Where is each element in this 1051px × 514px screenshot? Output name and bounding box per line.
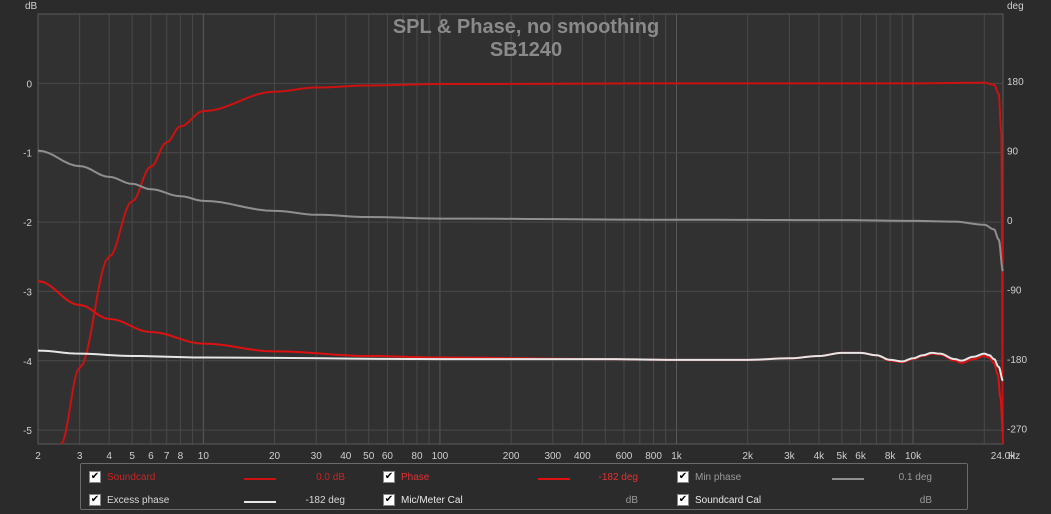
right-axis-tick-label: 0 (1007, 216, 1013, 227)
x-axis-tick-label: 3 (77, 451, 83, 462)
x-axis-unit: Hz (1008, 451, 1020, 462)
left-axis-tick-label: -5 (23, 426, 32, 437)
x-axis-tick-label: 8k (885, 451, 897, 462)
x-axis-tick-label: 1k (671, 451, 683, 462)
chart-title: SPL & Phase, no smoothing (393, 16, 659, 38)
left-axis-tick-label: -3 (23, 287, 32, 298)
series-line-min-phase (37, 149, 1004, 272)
series-lines (37, 81, 1004, 445)
x-axis-tick-label: 24.0k (991, 451, 1016, 462)
legend-label: Soundcard (107, 472, 156, 483)
legend-swatch (244, 501, 276, 503)
legend-label: Min phase (695, 472, 742, 483)
x-axis-tick-label: 5k (837, 451, 849, 462)
x-axis-tick-label: 800 (645, 451, 662, 462)
x-axis-tick-label: 2 (35, 451, 41, 462)
plot-border (37, 13, 1004, 445)
x-axis-tick-label: 100 (432, 451, 449, 462)
x-axis-tick-label: 8 (178, 451, 184, 462)
legend-label: Soundcard Cal (695, 495, 762, 506)
x-axis-tick-label: 400 (574, 451, 591, 462)
legend-label: Excess phase (107, 495, 170, 506)
legend-swatch (244, 478, 276, 480)
legend-swatch (538, 478, 570, 480)
legend-checkbox-phase[interactable]: ✔ (383, 471, 395, 483)
right-axis-tick-label: -90 (1007, 286, 1022, 297)
x-axis-tick-label: 200 (503, 451, 520, 462)
legend-checkbox-min-phase[interactable]: ✔ (677, 471, 689, 483)
x-axis-tick-label: 3k (784, 451, 796, 462)
legend-item-mic-meter-cal: ✔ Mic/Meter Cal dB (383, 494, 638, 508)
axes: 0 -1 -2 -3 -4 -5 180 90 0 -90 -180 -270 2 3 4 5 6 7 8 10 20 3… (23, 77, 1027, 462)
x-axis-tick-label: 10k (905, 451, 922, 462)
x-axis-tick-label: 2k (742, 451, 754, 462)
right-axis-tick-label: -270 (1007, 425, 1027, 436)
legend-checkbox-soundcard[interactable]: ✔ (89, 471, 101, 483)
legend-item-soundcard-cal: ✔ Soundcard Cal dB (677, 494, 932, 508)
left-axis-tick-label: 0 (26, 79, 32, 90)
right-axis-tick-label: 180 (1007, 77, 1024, 88)
x-axis-tick-label: 30 (311, 451, 323, 462)
plot-area (38, 14, 1003, 444)
legend-value: 0.0 dB (316, 472, 345, 483)
legend-label: Mic/Meter Cal (401, 495, 463, 506)
legend-item-soundcard: ✔ Soundcard 0.0 dB (89, 471, 345, 485)
left-axis-unit: dB (25, 1, 38, 12)
right-axis-tick-label: -180 (1007, 355, 1027, 366)
right-axis-tick-label: 90 (1007, 147, 1019, 158)
legend-item-excess-phase: ✔ Excess phase -182 deg (89, 494, 345, 508)
x-axis-tick-label: 20 (269, 451, 281, 462)
chart-subtitle: SB1240 (490, 39, 562, 61)
x-axis-tick-label: 40 (340, 451, 352, 462)
x-axis-tick-label: 7 (164, 451, 170, 462)
legend-value: 0.1 deg (898, 472, 932, 483)
left-axis-tick-label: -4 (23, 357, 32, 368)
legend-checkbox-excess-phase[interactable]: ✔ (89, 494, 101, 506)
legend-value: dB (625, 495, 638, 506)
legend-item-min-phase: ✔ Min phase 0.1 deg (677, 471, 932, 485)
legend-checkbox-mic-meter-cal[interactable]: ✔ (383, 494, 395, 506)
legend-value: -182 deg (305, 495, 345, 506)
x-axis-tick-label: 6 (148, 451, 154, 462)
x-axis-tick-label: 60 (382, 451, 394, 462)
left-axis-tick-label: -1 (23, 149, 32, 160)
series-line-soundcard (60, 81, 1004, 445)
legend-value: dB (919, 495, 932, 506)
legend-swatch (832, 478, 864, 480)
x-axis-tick-label: 600 (616, 451, 633, 462)
x-axis-tick-label: 10 (198, 451, 210, 462)
x-axis-tick-label: 4 (106, 451, 112, 462)
left-axis-tick-label: -2 (23, 218, 32, 229)
series-line-excess-phase (37, 349, 1004, 382)
x-axis-tick-label: 4k (814, 451, 826, 462)
legend-checkbox-soundcard-cal[interactable]: ✔ (677, 494, 689, 506)
x-axis-tick-label: 5 (129, 451, 135, 462)
x-axis-tick-label: 300 (544, 451, 561, 462)
x-axis-tick-label: 80 (411, 451, 423, 462)
legend-label: Phase (401, 472, 430, 483)
legend-panel: ✔ Soundcard 0.0 dB ✔ Phase -182 deg ✔ Min phase… (80, 463, 968, 510)
x-axis-tick-label: 50 (363, 451, 375, 462)
legend-value: -182 deg (598, 472, 638, 483)
right-axis-unit: deg (1007, 1, 1024, 12)
legend-item-phase: ✔ Phase -182 deg (383, 471, 638, 485)
x-axis-tick-label: 6k (855, 451, 867, 462)
